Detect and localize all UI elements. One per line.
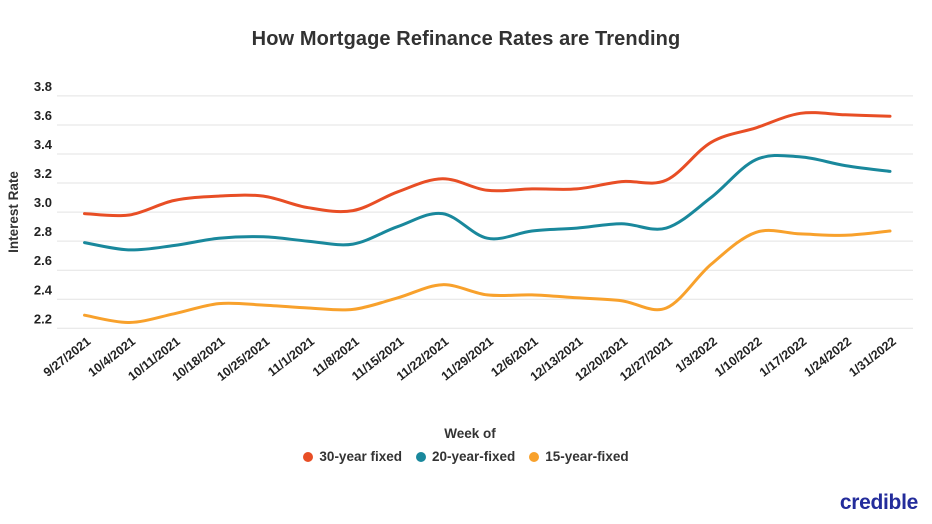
chart-legend: 30-year fixed 20-year-fixed 15-year-fixed	[0, 449, 932, 464]
y-tick-label: 3.6	[34, 108, 52, 123]
legend-dot-icon	[529, 451, 540, 462]
legend-item-15-year-fixed: 15-year-fixed	[529, 449, 629, 464]
y-tick-label: 3.2	[34, 166, 52, 181]
x-tick-label: 1/10/2022	[712, 334, 764, 379]
legend-item-30-year-fixed: 30-year fixed	[303, 449, 402, 464]
y-tick-label: 2.2	[34, 311, 52, 326]
x-tick-label: 1/17/2022	[757, 334, 809, 379]
y-tick-label: 3.0	[34, 195, 52, 210]
legend-label: 20-year-fixed	[431, 449, 516, 464]
y-tick-label: 2.4	[34, 282, 53, 297]
x-tick-label: 11/1/2021	[265, 334, 317, 379]
chart-title: How Mortgage Refinance Rates are Trendin…	[251, 28, 681, 50]
line-series-30-year-fixed	[83, 111, 892, 218]
legend-dot-icon	[303, 451, 314, 462]
y-tick-label: 3.4	[34, 137, 53, 152]
y-tick-label: 2.8	[34, 224, 52, 239]
y-tick-label: 3.8	[34, 79, 52, 94]
legend-dot-icon	[415, 451, 426, 462]
x-tick-label: 1/31/2022	[846, 334, 898, 379]
y-axis-title: Interest Rate	[6, 171, 21, 253]
credible-logo: credible	[839, 491, 918, 514]
legend-label: 30-year fixed	[319, 449, 402, 464]
y-tick-label: 2.6	[34, 253, 52, 268]
legend-item-20-year-fixed: 20-year-fixed	[415, 449, 516, 464]
line-series-20-year-fixed	[83, 153, 892, 252]
line-series-15-year-fixed	[83, 228, 892, 325]
line-chart: 3.83.63.43.23.02.82.62.42.29/27/202110/4…	[6, 79, 913, 441]
x-tick-label: 9/27/2021	[41, 334, 93, 379]
x-tick-label: 1/24/2022	[802, 334, 854, 379]
legend-label: 15-year-fixed	[545, 449, 629, 464]
x-axis-title: Week of	[444, 426, 496, 441]
